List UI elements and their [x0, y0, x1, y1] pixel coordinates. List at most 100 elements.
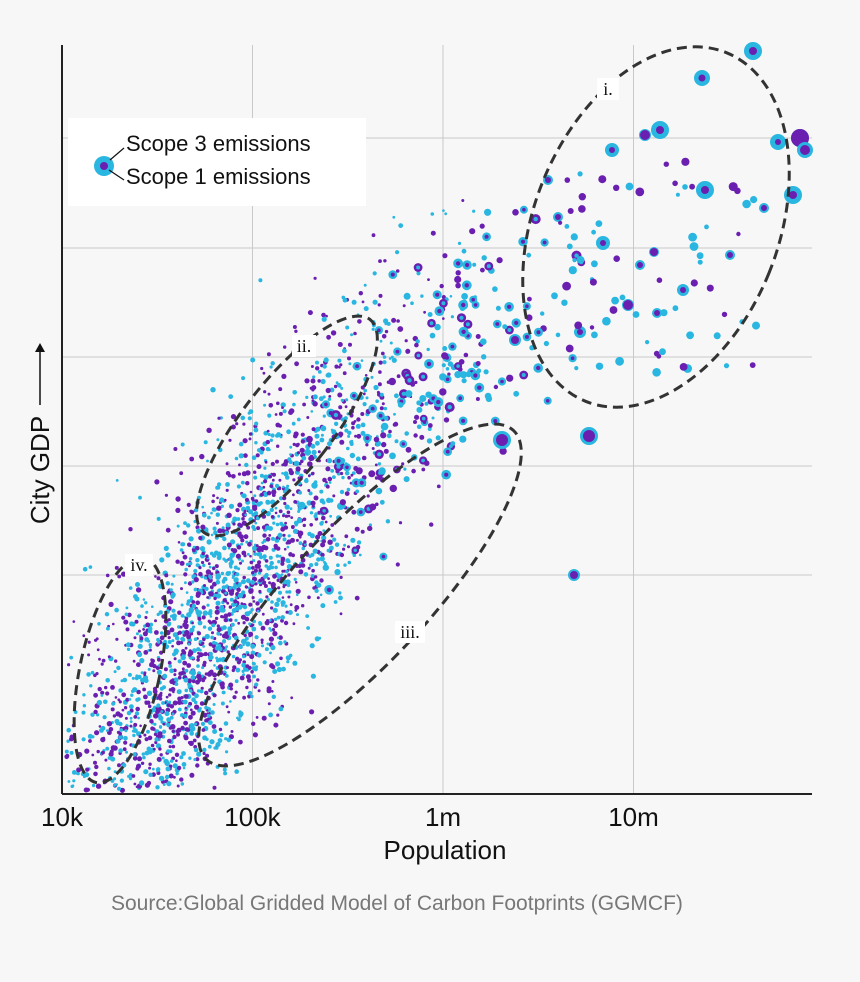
- data-point: [100, 694, 104, 697]
- data-point: [311, 482, 318, 489]
- data-point: [244, 462, 249, 468]
- data-point-inner: [484, 234, 489, 239]
- data-point: [310, 552, 315, 557]
- data-point: [87, 733, 93, 739]
- data-point: [251, 524, 256, 530]
- data-point-inner: [525, 304, 529, 309]
- data-point: [202, 751, 206, 756]
- data-point: [342, 348, 347, 354]
- data-point: [212, 672, 218, 678]
- data-point: [266, 597, 270, 602]
- data-point: [293, 460, 300, 467]
- data-point: [172, 734, 177, 740]
- data-point: [255, 453, 260, 458]
- data-point: [137, 756, 142, 762]
- data-point: [222, 615, 225, 619]
- data-point: [304, 448, 312, 456]
- data-point: [378, 467, 386, 475]
- data-point: [186, 634, 192, 640]
- data-point-inner: [359, 480, 364, 485]
- data-point: [223, 771, 228, 776]
- arrow-icon: [35, 343, 45, 352]
- data-point: [225, 482, 230, 487]
- data-point: [292, 325, 297, 329]
- data-point: [324, 520, 328, 524]
- data-point: [240, 542, 244, 546]
- data-point: [72, 779, 76, 783]
- data-point: [196, 664, 200, 668]
- data-point: [237, 567, 241, 571]
- data-point: [271, 628, 276, 632]
- data-point: [292, 493, 295, 497]
- megacity-point-inner: [800, 145, 810, 155]
- data-point: [228, 438, 232, 442]
- data-point: [219, 681, 225, 687]
- data-point: [276, 666, 282, 673]
- data-point: [114, 607, 119, 613]
- data-point: [148, 766, 152, 770]
- data-point: [345, 325, 350, 330]
- data-point: [171, 608, 176, 613]
- data-point: [380, 432, 387, 439]
- data-point: [328, 481, 332, 484]
- data-point: [356, 433, 362, 439]
- data-point: [311, 471, 315, 476]
- data-point: [229, 597, 234, 602]
- data-point-inner: [324, 402, 328, 407]
- data-point: [383, 318, 389, 324]
- data-point: [201, 505, 204, 509]
- data-point: [258, 278, 263, 283]
- data-point: [179, 560, 185, 566]
- data-point: [106, 626, 110, 631]
- data-point: [318, 396, 324, 402]
- data-point: [165, 581, 170, 586]
- data-point: [160, 710, 164, 713]
- data-point: [262, 660, 267, 665]
- data-point: [276, 401, 280, 406]
- megacity-point-inner: [583, 430, 595, 442]
- data-point: [212, 703, 216, 706]
- data-point: [117, 763, 121, 768]
- data-point: [341, 295, 346, 300]
- data-point: [469, 228, 476, 235]
- data-point: [279, 656, 283, 661]
- data-point: [243, 534, 249, 540]
- data-point: [388, 377, 397, 386]
- data-point: [266, 490, 272, 496]
- data-point: [265, 595, 269, 599]
- data-point: [285, 569, 289, 574]
- data-point: [363, 388, 368, 393]
- data-point-inner: [322, 509, 326, 513]
- data-point: [232, 516, 238, 522]
- data-point: [405, 446, 412, 453]
- data-point: [224, 674, 229, 678]
- data-point: [190, 510, 195, 515]
- data-point: [260, 366, 264, 371]
- data-point: [234, 606, 240, 612]
- data-point: [403, 292, 411, 300]
- data-point: [378, 370, 382, 374]
- data-point: [113, 670, 117, 674]
- data-point: [171, 729, 175, 733]
- data-point: [189, 629, 193, 633]
- data-point: [380, 422, 389, 431]
- data-point: [192, 648, 197, 653]
- data-point: [88, 739, 92, 743]
- data-point: [336, 563, 340, 567]
- data-point: [237, 472, 242, 476]
- data-point: [278, 640, 283, 646]
- data-point: [128, 776, 133, 781]
- data-point: [381, 402, 385, 406]
- data-point: [193, 747, 199, 753]
- data-point: [279, 435, 283, 439]
- data-point: [264, 647, 269, 652]
- data-point: [268, 618, 272, 622]
- data-point: [261, 541, 265, 544]
- data-point: [439, 388, 447, 396]
- data-point: [199, 546, 206, 552]
- data-point: [296, 417, 301, 422]
- x-tick-label: 10k: [41, 802, 84, 832]
- data-point: [166, 781, 172, 787]
- data-point-inner: [458, 396, 463, 401]
- data-point: [219, 733, 224, 738]
